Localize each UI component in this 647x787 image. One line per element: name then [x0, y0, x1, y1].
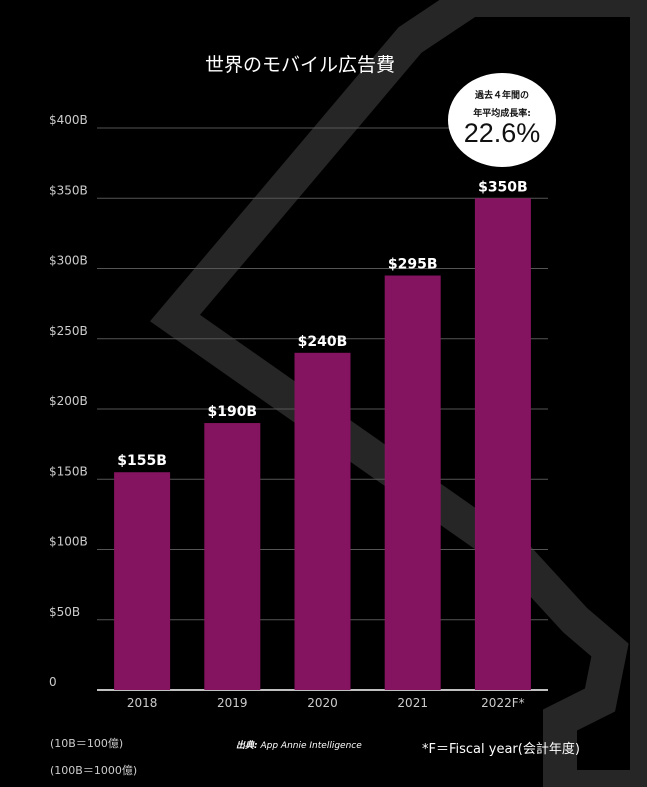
fiscal-note: *F＝Fiscal year(会計年度): [422, 742, 580, 757]
bar-value-label: $295B: [388, 257, 438, 273]
bar: [204, 423, 261, 690]
bar-value-label: $240B: [298, 334, 348, 350]
x-tick-label: 2022F*: [481, 696, 524, 710]
bar-value-label: $190B: [207, 404, 257, 420]
y-tick-label: $400B: [49, 113, 88, 127]
bar: [474, 198, 531, 690]
background-chevron-shape: [150, 0, 647, 787]
y-tick-label: $300B: [49, 254, 88, 268]
bars: [114, 198, 531, 690]
y-tick-label: $350B: [49, 183, 88, 197]
footnote-100b: (100B＝1000億): [50, 764, 138, 777]
badge-caption-line1: 過去４年間の: [474, 91, 529, 101]
x-tick-label: 2019: [217, 696, 248, 710]
labels: 0 $50B $100B $150B $200B $250B $300B $350B $400B…: [49, 113, 528, 710]
growth-rate-badge: 過去４年間の 年平均成長率: 22.6%: [448, 73, 556, 167]
y-tick-label: 0: [49, 675, 57, 689]
footnote-10b: (10B＝100億): [50, 737, 124, 750]
x-tick-label: 2021: [397, 696, 428, 710]
bar-value-label: $155B: [117, 453, 167, 469]
bar: [384, 275, 441, 690]
y-tick-label: $100B: [49, 535, 88, 549]
bar-value-label: $350B: [478, 179, 528, 195]
bar: [114, 472, 171, 690]
badge-caption-line2: 年平均成長率:: [473, 109, 531, 119]
x-tick-label: 2020: [307, 696, 338, 710]
badge-value: 22.6%: [463, 118, 541, 148]
bar: [294, 352, 351, 690]
y-tick-label: $250B: [49, 324, 88, 338]
source-prefix: 出典:: [236, 741, 258, 751]
y-tick-label: $150B: [49, 464, 88, 478]
y-tick-label: $200B: [49, 394, 88, 408]
source-credit: 出典: App Annie Intelligence: [236, 738, 362, 751]
chart-title: 世界のモバイル広告費: [204, 54, 395, 76]
x-tick-label: 2018: [127, 696, 158, 710]
y-tick-label: $50B: [49, 605, 80, 619]
source-name: App Annie Intelligence: [260, 741, 362, 751]
